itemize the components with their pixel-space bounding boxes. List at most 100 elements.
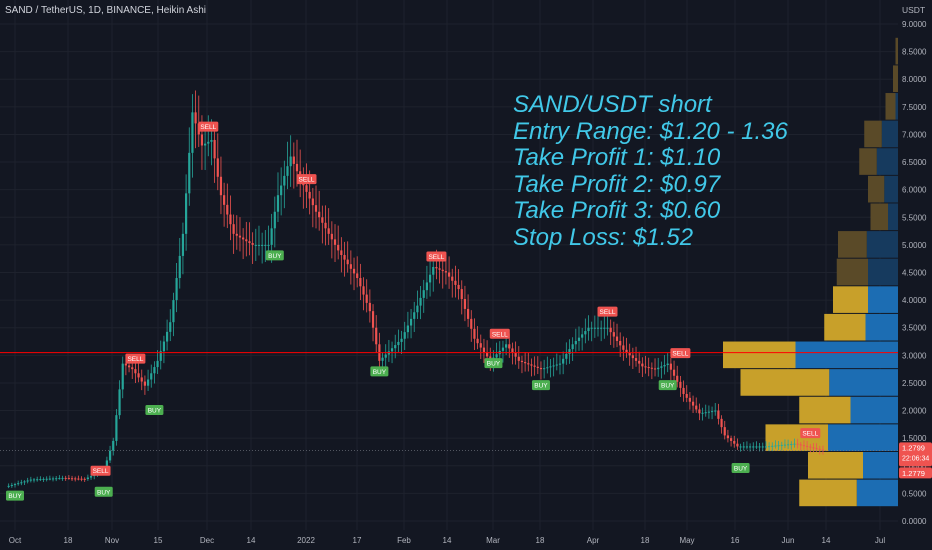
candle-body	[527, 363, 530, 365]
time-axis[interactable]: Oct 18 Nov 15 Dec 14 2022 17 Feb 14 Mar 18 Apr 18 May 1…	[9, 536, 886, 545]
candle-body	[248, 241, 251, 244]
candle-body	[790, 443, 793, 445]
currency-label: USDT	[902, 5, 925, 15]
candle-body	[568, 349, 571, 354]
candle-body	[124, 363, 127, 366]
candle-body	[419, 297, 422, 306]
volume-profile-up-bar	[824, 313, 866, 341]
price-axis[interactable]: 9.0000 8.5000 8.0000 7.5000 7.0000 6.5000 6.00…	[902, 20, 927, 526]
candle-body	[777, 445, 780, 447]
candle-body	[213, 139, 216, 159]
sell-signal-label	[597, 306, 618, 317]
candle-body	[657, 367, 660, 370]
candle-body	[815, 448, 818, 450]
candle-body	[638, 360, 641, 364]
candle-body	[32, 479, 36, 481]
candle-body	[748, 446, 752, 448]
candle-body	[466, 308, 470, 319]
volume-profile-up-bar	[723, 341, 796, 369]
signal-label-text: SELL	[127, 356, 143, 363]
candle-body	[397, 341, 400, 346]
candle-body	[631, 355, 634, 359]
signal-label-text: SELL	[672, 351, 688, 358]
candle-body	[74, 478, 77, 480]
y-tick-label: 2.0000	[902, 407, 927, 416]
candle-body	[650, 367, 653, 369]
candle-body	[549, 366, 552, 368]
low-price-tag	[899, 467, 932, 479]
candle-body	[384, 354, 387, 358]
buy-signal-label	[484, 358, 503, 369]
candle-body	[669, 363, 672, 370]
candle-body	[625, 349, 628, 353]
volume-profile-up-bar	[895, 37, 898, 65]
volume-profile-down-bar	[881, 120, 898, 148]
y-tick-label: 6.0000	[902, 186, 927, 195]
buy-signal-label	[531, 380, 550, 391]
current-price-tag	[899, 442, 932, 467]
candle-body	[432, 266, 435, 275]
candle-body	[600, 327, 603, 329]
candle-body	[289, 156, 292, 167]
signal-label-text: SELL	[492, 331, 508, 338]
candle-body	[105, 460, 108, 471]
signal-label-text: SELL	[93, 468, 109, 475]
candle-body	[615, 336, 619, 341]
y-tick-label: 3.0000	[902, 351, 927, 360]
candle-body	[314, 205, 318, 212]
y-tick-label: 0.5000	[902, 489, 927, 498]
candle-body	[783, 444, 787, 446]
candle-body	[524, 362, 527, 364]
candle-body	[619, 340, 622, 346]
candle-body	[153, 367, 156, 374]
candle-body	[134, 369, 137, 374]
candle-body	[112, 440, 115, 451]
candle-body	[745, 446, 749, 448]
candle-body	[17, 483, 20, 485]
candle-body	[571, 344, 574, 350]
candle-body	[676, 375, 679, 382]
candle-body	[508, 344, 511, 349]
volume-profile-up-bar	[799, 479, 857, 507]
x-tick-label: 2022	[297, 536, 315, 545]
volume-profile-up-bar	[740, 369, 830, 396]
y-tick-label: 5.0000	[902, 241, 927, 250]
buy-signal-label	[265, 250, 284, 261]
candle-body	[172, 300, 175, 323]
candle-body	[330, 233, 333, 240]
candle-body	[514, 352, 517, 357]
candle-body	[422, 290, 425, 298]
y-tick-label: 7.0000	[902, 130, 927, 139]
candle-body	[454, 280, 457, 285]
buy-signal-label	[658, 380, 677, 391]
volume-profile-down-bar	[868, 258, 898, 286]
candle-body	[13, 484, 17, 486]
candle-body	[505, 344, 508, 348]
candle-body	[486, 352, 489, 357]
signal-label-text: BUY	[487, 361, 501, 368]
candle-body	[539, 367, 543, 370]
volume-profile-down-bar	[895, 93, 898, 120]
candle-body	[717, 410, 720, 419]
y-tick-label: 3.5000	[902, 324, 927, 333]
candle-body	[622, 345, 625, 350]
signal-label-text: BUY	[661, 383, 675, 390]
x-tick-label: 16	[731, 536, 740, 545]
candle-body	[42, 478, 45, 480]
volume-profile-up-bar	[885, 93, 896, 120]
candle-body	[118, 389, 121, 416]
candle-body	[381, 357, 384, 361]
candle-body	[226, 204, 229, 215]
candle-body	[204, 143, 207, 146]
candle-body	[799, 444, 802, 446]
candle-body	[660, 366, 663, 368]
candle-body	[10, 484, 13, 486]
countdown-value: 22:06:34	[902, 455, 929, 462]
signal-label-text: SELL	[802, 431, 818, 438]
candle-body	[406, 325, 409, 333]
candle-body	[229, 214, 232, 225]
signal-label-text: SELL	[428, 254, 444, 261]
candle-body	[80, 478, 83, 480]
